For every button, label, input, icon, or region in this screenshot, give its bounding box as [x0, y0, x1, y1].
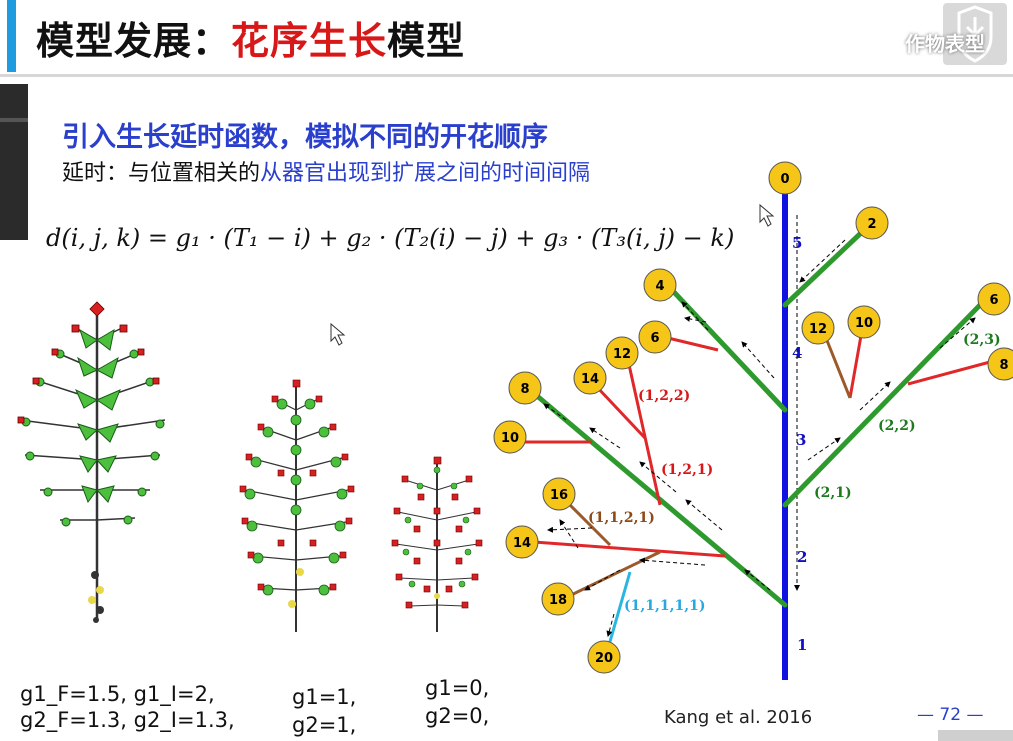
section-subheading: 延时：与位置相关的从器官出现到扩展之间的时间间隔: [62, 155, 590, 187]
node-circle: 8: [987, 347, 1013, 381]
node-label: 6: [650, 331, 659, 346]
node-circle: 6: [638, 320, 672, 354]
params-plant-1: g1_F=1.5, g1_I=2, g2_F=1.3, g2_I=1.3,: [20, 682, 235, 732]
axis-label: 5: [792, 234, 802, 252]
node-label: 10: [855, 316, 873, 331]
node-label: 4: [655, 279, 664, 294]
plant-illustration-2: [239, 379, 355, 632]
node-label: 6: [989, 293, 998, 308]
branch-label: (1,1,2,1): [588, 510, 655, 526]
plant-illustration-3: [391, 456, 483, 632]
node-circle: 12: [801, 311, 835, 345]
node-circle: 14: [505, 525, 539, 559]
node-circle: 0: [768, 161, 802, 195]
diagram-nodes: 0 2 4 6 12 10 8 10 14 12 6 8 16 14 18 20: [493, 161, 1013, 674]
branch-label: (2,3): [963, 332, 1001, 348]
node-label: 14: [513, 536, 531, 551]
slide-title: 模型发展：花序生长模型: [36, 10, 465, 65]
node-label: 10: [501, 431, 519, 446]
params-plant-2: g1=1, g2=1,: [292, 685, 356, 737]
param-line: g1_F=1.5, g1_I=2,: [20, 682, 215, 706]
node-label: 8: [999, 358, 1008, 373]
axis-label: 2: [797, 548, 807, 566]
node-label: 0: [780, 172, 789, 187]
param-line: g1=1,: [292, 685, 357, 709]
left-dark-strip-line: [0, 118, 28, 122]
node-circle: 14: [573, 361, 607, 395]
title-prefix: 模型发展：: [36, 19, 232, 63]
logo-badge: [943, 3, 1007, 65]
cursor-icon: [330, 322, 346, 346]
node-circle: 6: [977, 282, 1011, 316]
node-label: 8: [520, 382, 529, 397]
node-circle: 2: [855, 206, 889, 240]
node-circle: 10: [493, 420, 527, 454]
title-highlight: 花序生长: [231, 19, 388, 63]
branch-label: (1,1,1,1,1): [624, 598, 705, 614]
title-accent-bar: [7, 0, 16, 72]
page-number: — 72 —: [917, 705, 984, 725]
node-circle: 10: [847, 305, 881, 339]
left-dark-strip: [0, 84, 28, 240]
node-label: 12: [809, 322, 827, 337]
corner-strip: [938, 730, 1013, 741]
citation: Kang et al. 2016: [664, 707, 813, 728]
node-circle: 4: [643, 268, 677, 302]
branch-label: (2,2): [878, 418, 916, 434]
inflorescence-diagram: 5 4 3 2 1 (1,2,2) (1,2,1) (1,1,2,1) (1,1…: [493, 161, 1013, 680]
node-label: 12: [613, 347, 631, 362]
branch-label: (2,1): [814, 485, 852, 501]
logo-emblem-icon: [957, 5, 993, 63]
branch-label: (1,2,1): [661, 462, 713, 478]
title-underline: [0, 74, 1013, 77]
axis-label: 4: [792, 344, 802, 362]
node-circle: 8: [508, 371, 542, 405]
node-circle: 12: [605, 336, 639, 370]
node-circle: 16: [542, 477, 576, 511]
branch-label: (1,2,2): [638, 388, 690, 404]
param-line: g2=0,: [425, 704, 490, 728]
subheading-prefix: 延时：与位置相关的: [62, 161, 261, 186]
params-plant-3: g1=0, g2=0,: [425, 676, 489, 728]
section-heading: 引入生长延时函数，模拟不同的开花顺序: [62, 122, 548, 153]
axis-label: 3: [796, 431, 806, 449]
plant-illustration-1: [17, 301, 166, 623]
delay-formula: d(i, j, k) = g₁ · (T₁ − i) + g₂ · (T₂(i)…: [46, 224, 735, 252]
axis-label: 1: [797, 636, 807, 654]
cursor-icon: [759, 203, 775, 227]
param-line: g1=0,: [425, 676, 490, 700]
node-circle: 20: [587, 640, 621, 674]
subheading-highlight: 从器官出现到扩展之间的时间间隔: [260, 161, 591, 186]
node-label: 2: [867, 217, 876, 232]
node-label: 20: [595, 651, 613, 666]
param-line: g2_F=1.3, g2_I=1.3,: [20, 708, 235, 732]
node-label: 14: [581, 372, 599, 387]
title-suffix: 模型: [387, 19, 466, 63]
node-label: 16: [550, 488, 568, 503]
param-line: g2=1,: [292, 713, 357, 737]
logo-text: 作物表型: [905, 32, 985, 56]
node-circle: 18: [541, 582, 575, 616]
node-label: 18: [549, 593, 567, 608]
